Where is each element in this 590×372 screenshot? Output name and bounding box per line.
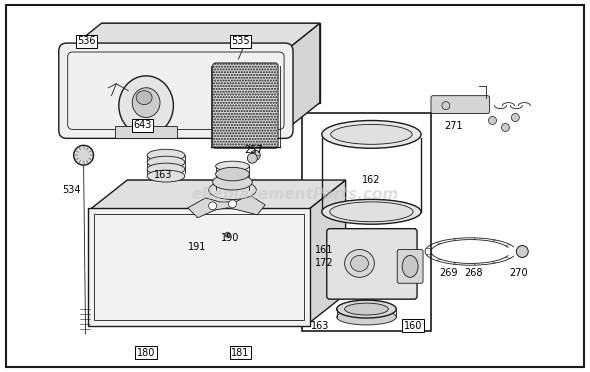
- Circle shape: [74, 145, 94, 165]
- Ellipse shape: [209, 180, 256, 199]
- Polygon shape: [101, 23, 320, 103]
- Circle shape: [489, 116, 496, 125]
- Circle shape: [512, 113, 519, 122]
- Ellipse shape: [350, 256, 368, 271]
- Ellipse shape: [330, 202, 413, 222]
- Text: 160: 160: [404, 321, 422, 331]
- FancyBboxPatch shape: [431, 96, 490, 113]
- Ellipse shape: [331, 125, 412, 144]
- Circle shape: [516, 246, 528, 257]
- Polygon shape: [308, 180, 346, 324]
- FancyBboxPatch shape: [302, 113, 431, 331]
- Text: 257: 257: [244, 145, 263, 155]
- Ellipse shape: [345, 250, 375, 277]
- Circle shape: [442, 102, 450, 110]
- Text: 162: 162: [362, 175, 381, 185]
- Polygon shape: [90, 180, 346, 210]
- Text: 161: 161: [314, 244, 333, 254]
- Text: 534: 534: [63, 185, 81, 195]
- Ellipse shape: [147, 156, 185, 168]
- Ellipse shape: [215, 161, 250, 171]
- Polygon shape: [285, 23, 320, 131]
- Ellipse shape: [119, 76, 173, 135]
- Ellipse shape: [322, 199, 421, 224]
- Text: 535: 535: [231, 36, 250, 46]
- Polygon shape: [67, 23, 320, 51]
- Circle shape: [209, 202, 217, 210]
- Text: 191: 191: [188, 241, 206, 251]
- Polygon shape: [188, 195, 266, 218]
- Ellipse shape: [322, 121, 421, 148]
- Text: 190: 190: [221, 232, 240, 243]
- Polygon shape: [127, 180, 346, 294]
- FancyBboxPatch shape: [327, 229, 417, 299]
- Ellipse shape: [136, 91, 152, 105]
- Circle shape: [247, 153, 257, 163]
- Text: 172: 172: [314, 259, 333, 269]
- FancyBboxPatch shape: [212, 63, 278, 148]
- Text: 180: 180: [137, 348, 155, 358]
- Ellipse shape: [147, 149, 185, 161]
- Ellipse shape: [345, 303, 388, 315]
- Text: 271: 271: [444, 121, 463, 131]
- Ellipse shape: [147, 170, 185, 182]
- Text: 643: 643: [133, 121, 152, 131]
- Circle shape: [225, 232, 230, 237]
- Ellipse shape: [215, 167, 250, 181]
- Text: 536: 536: [77, 36, 96, 46]
- FancyBboxPatch shape: [6, 5, 584, 367]
- Text: 270: 270: [509, 268, 527, 278]
- FancyBboxPatch shape: [397, 250, 423, 283]
- FancyBboxPatch shape: [116, 126, 177, 138]
- Text: 163: 163: [154, 170, 172, 180]
- Text: 268: 268: [464, 268, 483, 278]
- Ellipse shape: [337, 309, 396, 325]
- Text: 163: 163: [310, 321, 329, 331]
- Circle shape: [502, 124, 509, 131]
- Ellipse shape: [147, 163, 185, 175]
- FancyBboxPatch shape: [87, 208, 310, 326]
- Text: 181: 181: [231, 348, 250, 358]
- FancyBboxPatch shape: [59, 43, 293, 138]
- Text: eReplacementParts.com: eReplacementParts.com: [191, 187, 399, 202]
- Ellipse shape: [337, 300, 396, 318]
- Ellipse shape: [212, 174, 253, 190]
- Ellipse shape: [402, 256, 418, 277]
- Ellipse shape: [132, 88, 160, 118]
- Circle shape: [250, 150, 260, 160]
- Text: 269: 269: [440, 268, 458, 278]
- Circle shape: [228, 200, 237, 208]
